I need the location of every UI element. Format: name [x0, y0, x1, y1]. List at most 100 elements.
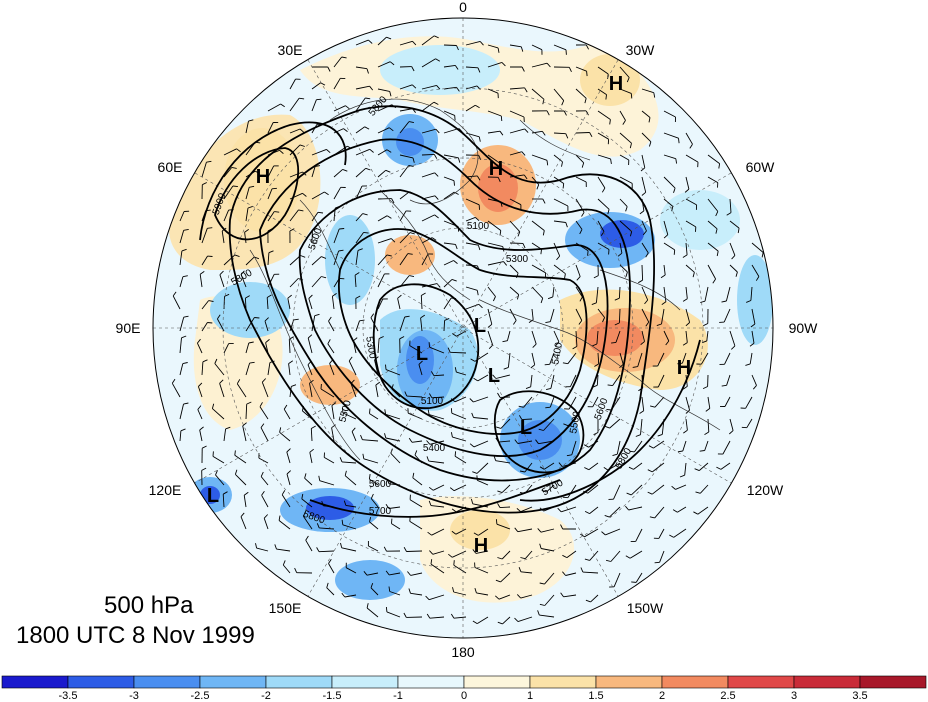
wind-barb-flag	[473, 532, 479, 536]
wind-barb-flag	[585, 44, 589, 50]
wind-barb-flag	[384, 409, 387, 415]
wind-barb	[279, 431, 291, 442]
colorbar-tick-label: 1	[527, 690, 533, 702]
contour-label: 5100	[421, 396, 444, 407]
wind-barb	[465, 85, 478, 90]
wind-barb	[487, 61, 503, 68]
wind-barb-flag	[327, 339, 331, 345]
wind-barb-flag	[469, 443, 475, 448]
wind-barb-flag	[493, 455, 497, 461]
wind-barb-flag	[586, 71, 588, 77]
wind-barb	[663, 176, 676, 189]
wind-barb-flag	[540, 298, 544, 304]
wind-barb-flag	[684, 188, 690, 193]
wind-barb-flag	[452, 587, 455, 593]
wind-barb-flag	[560, 592, 564, 598]
wind-barb	[641, 308, 650, 323]
plot-title-level: 500 hPa	[104, 592, 194, 619]
wind-barb-flag	[408, 588, 411, 594]
wind-barb-flag	[584, 467, 589, 471]
wind-barb-flag	[363, 571, 368, 576]
wind-barb-flag	[366, 68, 369, 74]
wind-barb	[685, 198, 697, 206]
wind-barb	[619, 176, 633, 184]
wind-barb-flag	[525, 386, 531, 390]
wind-barb	[377, 169, 386, 178]
wind-barb	[575, 330, 578, 347]
wind-barb	[685, 242, 688, 255]
wind-barb	[412, 477, 423, 486]
wind-barb	[685, 308, 691, 323]
wind-barb-flag	[234, 254, 240, 258]
colorbar-swatch	[529, 675, 597, 689]
wind-barb-flag	[545, 321, 551, 324]
wind-barb-flag	[248, 119, 254, 122]
wind-barb	[370, 587, 379, 596]
wind-barb	[498, 440, 511, 443]
wind-barb	[399, 154, 414, 159]
wind-barb-flag	[348, 356, 353, 362]
wind-barb-flag	[609, 119, 611, 125]
wind-barb-flag	[625, 271, 628, 277]
wind-barb-flag	[611, 341, 617, 344]
wind-barb-flag	[247, 205, 253, 209]
wind-barb	[201, 361, 204, 376]
wind-barb-flag	[435, 128, 440, 134]
wind-barb	[454, 396, 467, 403]
wind-barb-flag	[677, 362, 683, 365]
wind-barb	[214, 363, 225, 376]
wind-barb-flag	[434, 35, 439, 39]
wind-barb	[465, 40, 481, 46]
wind-barb-flag	[755, 276, 760, 281]
wind-barb	[421, 153, 435, 156]
wind-barb	[260, 476, 269, 486]
wind-barb-flag	[369, 85, 374, 91]
wind-barb-flag	[420, 314, 426, 319]
wind-barb-flag	[343, 500, 347, 506]
wind-barb-flag	[234, 469, 238, 475]
wind-barb-flag	[259, 402, 263, 407]
wind-barb-flag	[328, 316, 332, 322]
wind-barb-flag	[309, 379, 314, 384]
wind-barb-flag	[492, 296, 496, 302]
wind-barb-flag	[672, 509, 678, 513]
wind-barb	[685, 154, 699, 163]
wind-barb-flag	[701, 340, 707, 344]
wind-barb	[597, 132, 609, 140]
wind-barb-flag	[224, 293, 230, 297]
anomaly-neg-core-w2	[210, 282, 290, 338]
wind-barb	[531, 264, 546, 274]
wind-barb	[530, 374, 533, 387]
wind-barb	[260, 427, 269, 442]
wind-barb-flag	[540, 249, 542, 255]
wind-barb-flag	[326, 582, 329, 588]
wind-barb-flag	[412, 40, 417, 46]
wind-barb	[244, 298, 247, 310]
wind-barb	[267, 122, 274, 134]
wind-barb-flag	[370, 493, 374, 499]
wind-barb-flag	[478, 136, 481, 142]
wind-barb	[421, 35, 435, 46]
wind-barb	[553, 264, 566, 275]
wind-barb	[509, 174, 525, 178]
wind-barb	[706, 330, 709, 341]
wind-barb	[475, 550, 489, 554]
wind-barb-flag	[629, 231, 633, 237]
wind-barb	[452, 550, 467, 558]
wind-barb	[197, 386, 203, 398]
wind-barb-flag	[357, 248, 363, 251]
wind-barb	[473, 440, 489, 448]
wind-barb	[406, 550, 423, 552]
wind-barb-flag	[678, 138, 680, 144]
wind-barb-flag	[749, 342, 755, 347]
wind-barb	[281, 494, 291, 508]
wind-barb	[286, 473, 291, 486]
wind-barb	[289, 209, 299, 222]
wind-barb-flag	[375, 381, 381, 386]
wind-barb	[410, 572, 423, 576]
wind-barb	[544, 572, 555, 585]
wind-barb	[540, 528, 555, 533]
wind-barb	[477, 374, 489, 382]
anomaly-neg-core-east-inner	[600, 220, 644, 248]
wind-barb	[509, 110, 525, 118]
